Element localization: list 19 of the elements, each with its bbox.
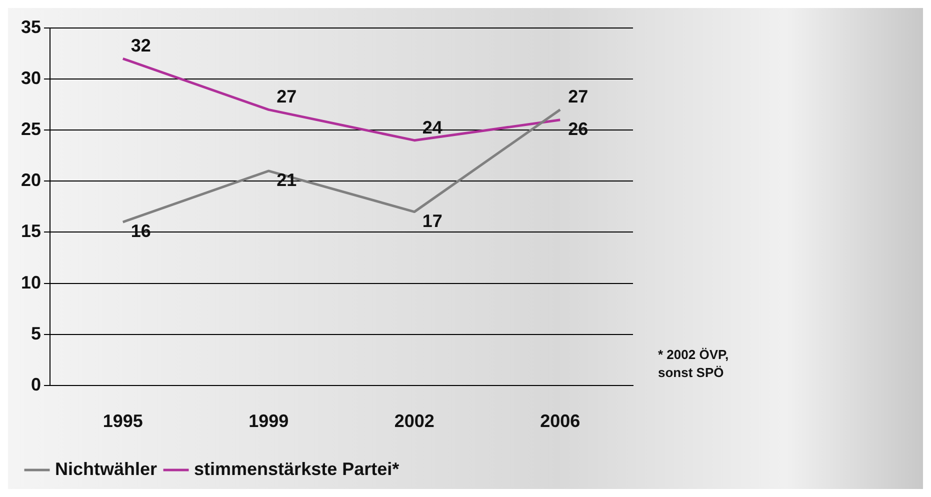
text: * 2002 ÖVP, sonst SPÖ <box>658 346 729 380</box>
y-tick-label: 30 <box>20 68 42 88</box>
legend-label: Nichtwähler <box>55 458 158 479</box>
data-label: 32 <box>130 36 151 56</box>
legend-label: stimmenstärkste Partei* <box>194 458 400 479</box>
y-tick-label: 10 <box>20 272 42 292</box>
y-tick-label: 35 <box>20 16 42 37</box>
y-tick-label: 20 <box>20 170 42 190</box>
y-tick-label: 0 <box>31 374 42 394</box>
data-label: 17 <box>422 210 442 231</box>
y-tick-label: 25 <box>20 119 42 140</box>
data-label: 27 <box>276 86 297 107</box>
x-tick-label: 2002 <box>394 411 434 432</box>
x-tick-label: 1995 <box>102 411 143 432</box>
y-tick-label: 5 <box>31 323 42 344</box>
y-tick-label: 15 <box>20 221 42 242</box>
data-label: 27 <box>568 86 588 107</box>
x-tick-label: 2006 <box>540 411 580 432</box>
x-tick-label: 1999 <box>248 411 289 432</box>
